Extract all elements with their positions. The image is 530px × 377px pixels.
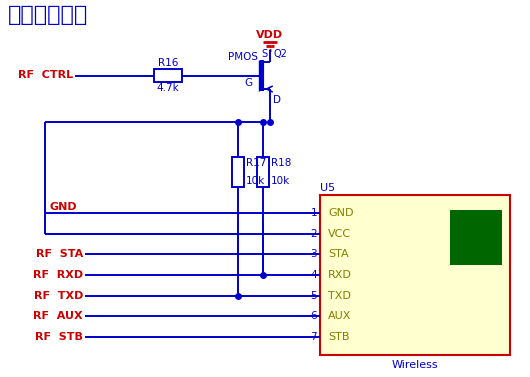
Text: VCC: VCC [328, 229, 351, 239]
Text: AUX: AUX [328, 311, 351, 321]
Text: GND: GND [328, 208, 354, 218]
Text: RF  STB: RF STB [35, 332, 83, 342]
Text: 4.7k: 4.7k [157, 83, 179, 93]
Text: S: S [261, 49, 267, 59]
Text: 6: 6 [311, 311, 317, 321]
Text: VDD: VDD [257, 30, 284, 40]
Text: STB: STB [328, 332, 349, 342]
Text: RF  AUX: RF AUX [33, 311, 83, 321]
Text: 7: 7 [311, 332, 317, 342]
Text: G: G [244, 78, 252, 89]
Text: R17: R17 [246, 158, 267, 168]
Bar [320, 195, 510, 355]
Text: R18: R18 [271, 158, 292, 168]
Text: PMOS: PMOS [228, 52, 258, 62]
Text: Q2: Q2 [273, 49, 287, 59]
Text: 10k: 10k [271, 176, 290, 186]
Bar [257, 157, 269, 187]
Text: RF  TXD: RF TXD [33, 291, 83, 301]
Text: 10k: 10k [246, 176, 265, 186]
Text: RXD: RXD [328, 270, 352, 280]
Bar [450, 210, 502, 265]
Text: Wireless: Wireless [392, 360, 438, 370]
Text: 1: 1 [311, 208, 317, 218]
Text: TXD: TXD [328, 291, 351, 301]
Bar [232, 157, 244, 187]
Text: 2: 2 [311, 229, 317, 239]
Text: RF  CTRL: RF CTRL [18, 70, 73, 81]
Text: D: D [273, 95, 281, 105]
Text: GND: GND [50, 202, 77, 212]
Text: 3: 3 [311, 249, 317, 259]
Text: R16: R16 [158, 58, 178, 68]
Text: RF  RXD: RF RXD [33, 270, 83, 280]
Text: 4: 4 [311, 270, 317, 280]
Text: 无线模块接口: 无线模块接口 [8, 5, 89, 25]
Text: STA: STA [328, 249, 349, 259]
Text: RF  STA: RF STA [36, 249, 83, 259]
Text: U5: U5 [320, 183, 335, 193]
Text: 5: 5 [311, 291, 317, 301]
Bar [154, 69, 182, 82]
